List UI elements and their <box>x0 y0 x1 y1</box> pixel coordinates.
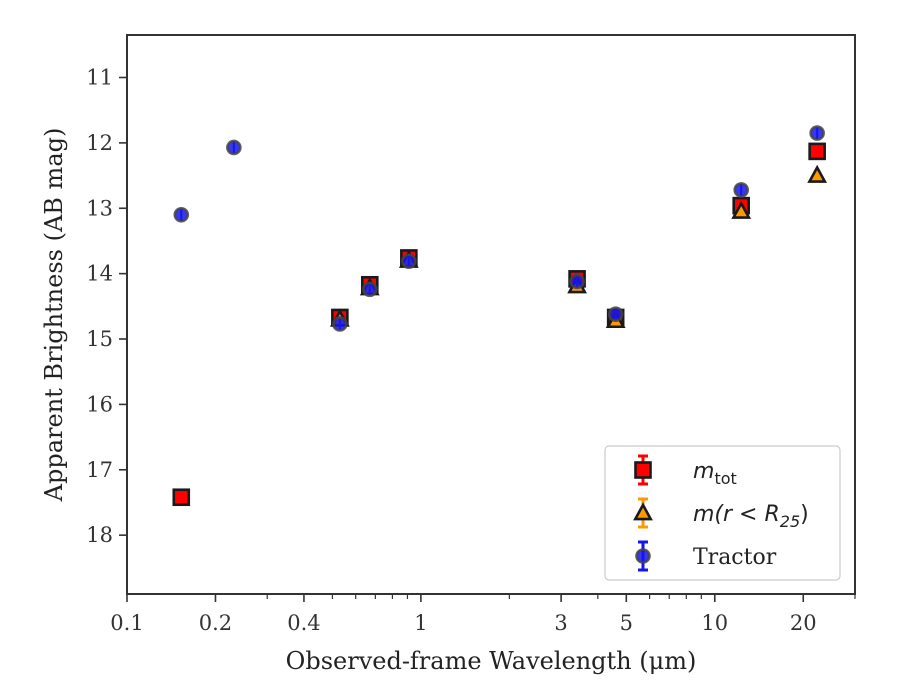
legend-entry: Tractor <box>635 540 777 572</box>
legend-marker-circle <box>635 548 651 564</box>
legend-label: m(r < R25) <box>693 502 809 531</box>
legend-marker-square <box>634 461 652 479</box>
legend-label: Tractor <box>693 545 777 570</box>
x-tick-label: 20 <box>790 611 817 635</box>
legend-label: mtot <box>693 459 737 488</box>
plot-frame <box>126 34 856 595</box>
legend-entry: m(r < R25) <box>633 497 809 531</box>
y-tick-label: 12 <box>86 131 113 155</box>
x-tick-label: 0.1 <box>110 611 143 635</box>
legend: mtot m(r < R25) Tractor <box>604 445 841 581</box>
y-tick-label: 18 <box>86 523 113 547</box>
legend-marker-triangle <box>633 502 653 521</box>
x-tick-label: 1 <box>414 611 427 635</box>
data-point-circle <box>173 206 190 223</box>
x-tick-label: 0.4 <box>287 611 320 635</box>
data-point-circle <box>332 316 348 332</box>
data-point-circle <box>607 306 624 322</box>
x-tick-label: 3 <box>554 611 567 635</box>
y-axis: 11 12 13 14 15 16 17 18 <box>86 65 127 547</box>
data-point-circle <box>733 182 750 198</box>
x-tick-label: 0.2 <box>199 611 232 635</box>
data-point-square <box>172 488 191 507</box>
data-point-circle <box>226 139 242 156</box>
data-point-circle <box>361 281 378 298</box>
y-tick-label: 16 <box>86 392 113 416</box>
x-tick-label: 5 <box>620 611 633 635</box>
data-point-square <box>808 142 826 161</box>
y-tick-label: 13 <box>86 196 113 220</box>
series-circle <box>173 125 825 332</box>
data-point-triangle <box>807 164 828 183</box>
y-axis-label: Apparent Brightness (AB mag) <box>40 128 68 503</box>
x-axis: 0.1 0.2 0.4 1 3 5 10 20 <box>110 594 856 635</box>
x-tick-label: 10 <box>701 611 728 635</box>
legend-entry: mtot <box>634 454 737 488</box>
y-tick-label: 14 <box>86 262 113 286</box>
x-axis-label: Observed-frame Wavelength (μm) <box>286 647 697 675</box>
y-tick-label: 17 <box>86 458 113 482</box>
y-tick-label: 11 <box>86 65 113 89</box>
legend-box <box>604 445 841 581</box>
data-markers <box>172 125 828 507</box>
data-point-triangle <box>731 200 752 219</box>
data-point-circle <box>569 273 585 290</box>
y-tick-label: 15 <box>86 327 113 351</box>
data-point-circle <box>401 253 417 270</box>
data-point-circle <box>809 125 825 141</box>
